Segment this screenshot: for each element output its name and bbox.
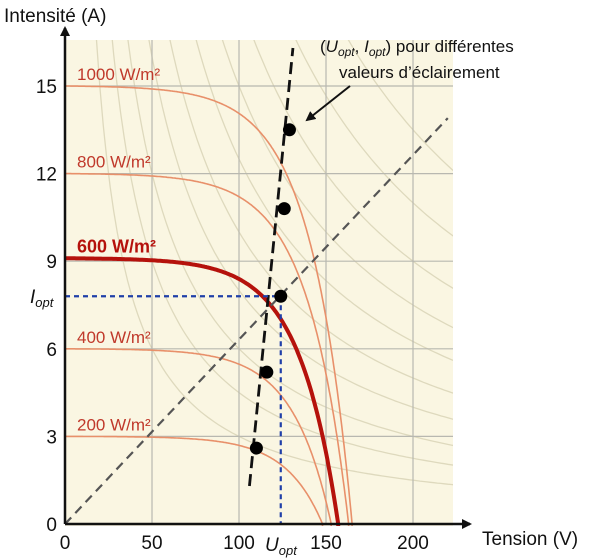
- diagonal-dashed-line: [65, 117, 449, 525]
- curve-label: 400 W/m²: [77, 328, 151, 347]
- x-ticks: 0 50 100 150 200: [60, 533, 429, 554]
- curve-label: 200 W/m²: [77, 415, 151, 434]
- curve-labels: 1000 W/m² 800 W/m² 600 W/m² 400 W/m² 200 W/m…: [77, 65, 160, 434]
- callout-line-2: valeurs d’éclairement: [339, 63, 500, 82]
- curve-label: 600 W/m²: [77, 236, 156, 256]
- y-axis-title: Intensité (A): [4, 6, 106, 27]
- y-tick-label: 15: [36, 77, 57, 98]
- y-tick-label: 0: [46, 515, 57, 536]
- optimal-point: [282, 123, 296, 137]
- y-ticks: 0 3 6 9 12 15: [36, 77, 57, 536]
- optimal-point: [249, 441, 263, 455]
- optimal-point: [260, 365, 274, 379]
- x-tick-label: 50: [141, 533, 162, 554]
- dashed-lines: [65, 47, 449, 525]
- iv-curve-3: [65, 348, 332, 526]
- optimal-point: [274, 289, 288, 303]
- x-tick-label: 150: [310, 533, 342, 554]
- x-tick-label: 100: [223, 533, 255, 554]
- optimum-guides: [65, 295, 282, 524]
- iv-curve-2: [65, 256, 341, 526]
- curve-label: 1000 W/m²: [77, 65, 160, 84]
- y-tick-label: 3: [46, 427, 57, 448]
- y-tick-label: 6: [46, 340, 57, 361]
- power-curve-6: [221, 40, 453, 329]
- iv-curves: [65, 85, 353, 526]
- optimal-points: [249, 123, 296, 455]
- iv-curve-1: [65, 172, 350, 526]
- mpp-trend-line: [248, 47, 295, 487]
- x-tick-label: 0: [60, 533, 71, 554]
- callout-line-1: (Uopt, Iopt) pour différentes: [320, 37, 514, 59]
- power-curve-8: [295, 40, 453, 237]
- y-tick-label: 9: [46, 252, 57, 273]
- power-curve-4: [169, 40, 453, 394]
- power-curve-5: [195, 40, 453, 362]
- iv-curve-4: [65, 435, 324, 526]
- power-curve-0: [95, 40, 453, 486]
- power-curve-3: [148, 40, 453, 420]
- i-opt-label: Iopt: [30, 287, 55, 310]
- x-tick-label: 200: [397, 533, 429, 554]
- optimal-point: [277, 202, 291, 216]
- power-curve-7: [253, 40, 453, 290]
- iv-curve-0: [65, 85, 353, 526]
- y-tick-label: 12: [36, 165, 57, 186]
- power-curve-1: [111, 40, 453, 466]
- u-opt-label: Uopt: [265, 535, 298, 558]
- curve-label: 800 W/m²: [77, 153, 151, 172]
- x-axis-title: Tension (V): [482, 529, 578, 550]
- callout-arrow: [305, 85, 351, 122]
- power-curve-9: [347, 40, 453, 172]
